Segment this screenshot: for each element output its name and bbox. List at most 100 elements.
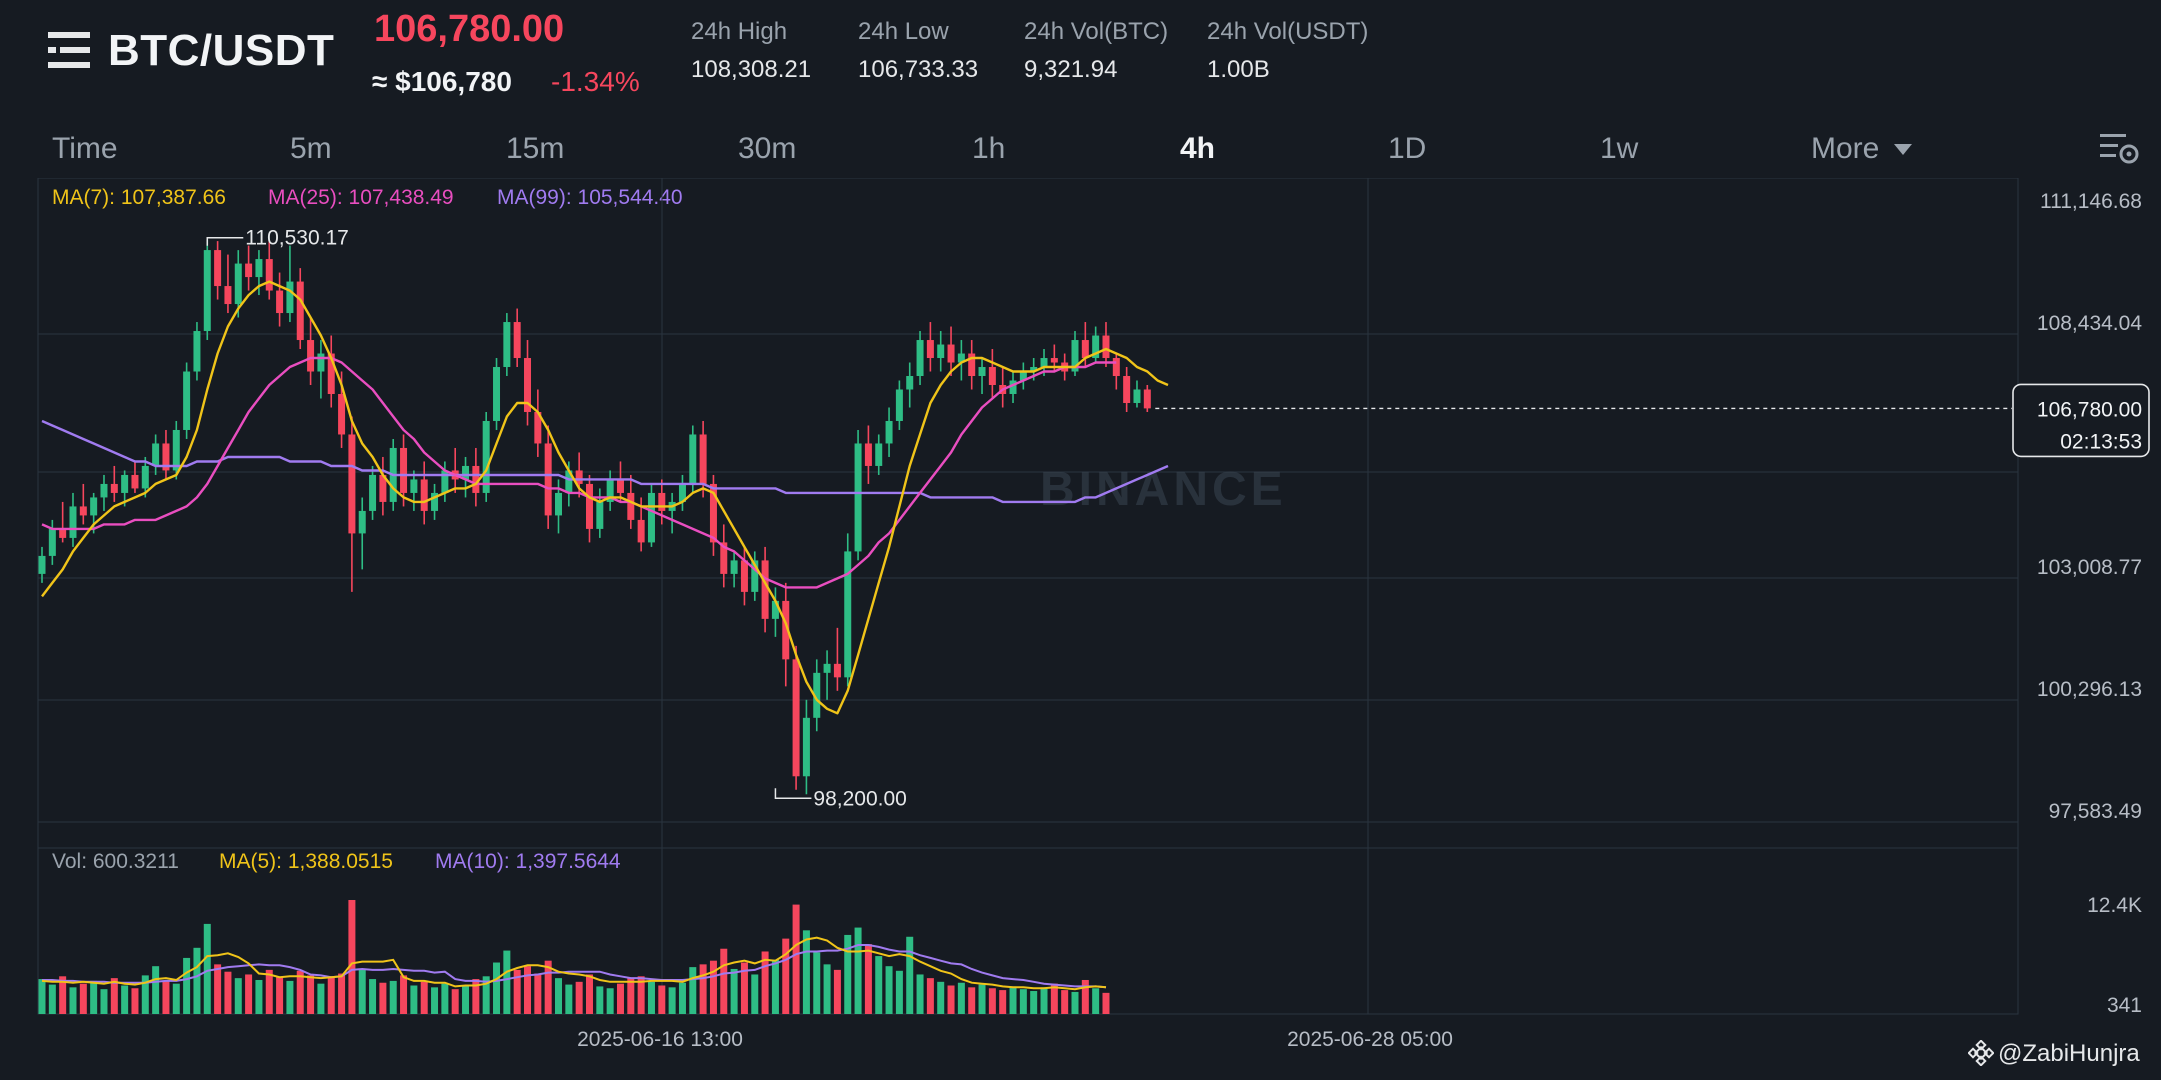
volume-bar bbox=[369, 979, 377, 1014]
candle-body bbox=[544, 443, 552, 516]
candle-body bbox=[172, 429, 180, 471]
volume-bar bbox=[616, 983, 624, 1014]
volume-bar bbox=[761, 951, 769, 1014]
volume-bar bbox=[255, 979, 263, 1014]
volume-bar bbox=[854, 927, 862, 1014]
volume-bar bbox=[327, 976, 335, 1014]
menu-icon[interactable] bbox=[48, 32, 90, 68]
pair-symbol[interactable]: BTC/USDT bbox=[108, 26, 335, 75]
ma99-legend: MA(99): 105,544.40 bbox=[497, 186, 683, 209]
stat-24h-low: 24h Low 106,733.33 bbox=[858, 18, 978, 84]
tab-1d[interactable]: 1D bbox=[1388, 132, 1427, 165]
volume-bar bbox=[462, 986, 470, 1014]
volume-bar bbox=[410, 985, 418, 1014]
volume-bar bbox=[689, 967, 697, 1014]
volume-bar bbox=[234, 978, 242, 1014]
volume-bar bbox=[400, 975, 408, 1014]
volume-bar bbox=[1030, 991, 1038, 1014]
volume-bar bbox=[79, 983, 87, 1014]
stat-24h-vol-btc: 24h Vol(BTC) 9,321.94 bbox=[1024, 18, 1168, 84]
candle-body bbox=[699, 434, 707, 484]
tab-1h[interactable]: 1h bbox=[972, 132, 1006, 165]
volume-bar bbox=[183, 957, 191, 1014]
candle-body bbox=[110, 483, 118, 493]
candle-body bbox=[1133, 389, 1141, 403]
volume-bar bbox=[348, 900, 356, 1014]
tab-4h[interactable]: 4h bbox=[1180, 132, 1216, 165]
current-price-label: 106,780.00 bbox=[2037, 398, 2142, 421]
current-price-tag bbox=[2012, 383, 2150, 458]
tab-15m[interactable]: 15m bbox=[506, 132, 565, 165]
volume-bar bbox=[864, 944, 872, 1014]
volume-bar bbox=[792, 904, 800, 1014]
candle-body bbox=[503, 322, 511, 368]
volume-bar bbox=[193, 947, 201, 1014]
candle-body bbox=[369, 474, 377, 511]
candle-body bbox=[647, 492, 655, 543]
volume-bar bbox=[110, 978, 118, 1014]
ma7-line bbox=[41, 280, 1169, 715]
time-axis-label: 2025-06-16 13:00 bbox=[577, 1028, 743, 1051]
volume-bar bbox=[926, 978, 934, 1014]
volume-bar bbox=[1050, 983, 1058, 1014]
tab-time[interactable]: Time bbox=[52, 132, 118, 165]
candle-body bbox=[203, 250, 211, 332]
candle-body bbox=[296, 281, 304, 341]
volume-bar bbox=[678, 982, 686, 1014]
volume-bar bbox=[1081, 979, 1089, 1014]
volume-bar bbox=[38, 979, 46, 1014]
volume-bar bbox=[978, 984, 986, 1014]
volume-bar bbox=[968, 987, 976, 1014]
volume-bar bbox=[627, 978, 635, 1014]
exchange-watermark: BINANCE bbox=[1040, 463, 1287, 516]
tab-1w[interactable]: 1w bbox=[1600, 132, 1639, 165]
volume-bar bbox=[833, 969, 841, 1014]
volume-bar bbox=[493, 962, 501, 1014]
candle-body bbox=[472, 465, 480, 493]
candle-body bbox=[1019, 371, 1027, 381]
binance-logo-icon bbox=[1967, 1039, 1995, 1067]
candle-body bbox=[400, 447, 408, 493]
stat-label: 24h Vol(USDT) bbox=[1207, 18, 1369, 45]
volume-bar bbox=[647, 981, 655, 1014]
tab-more[interactable]: More bbox=[1811, 132, 1912, 166]
volume-bar bbox=[1071, 991, 1079, 1014]
ticker-header: BTC/USDT 106,780.00 ≈ $106,780 -1.34% 24… bbox=[0, 0, 2161, 112]
candle-body bbox=[906, 376, 914, 390]
volume-bar bbox=[121, 985, 129, 1014]
tab-5m[interactable]: 5m bbox=[290, 132, 332, 165]
tab-30m[interactable]: 30m bbox=[738, 132, 797, 165]
volume-bar bbox=[131, 988, 139, 1014]
chart-settings-icon[interactable] bbox=[2100, 132, 2140, 166]
volume-bar bbox=[379, 982, 387, 1014]
candle-body bbox=[276, 290, 284, 314]
volume-bar bbox=[1019, 989, 1027, 1014]
volume-bar bbox=[162, 980, 170, 1014]
price-chart[interactable]: BINANCE 111,146.68 108,434.04 103,008.77 10… bbox=[0, 178, 2161, 1080]
candle-body bbox=[327, 353, 335, 394]
candle-body bbox=[69, 506, 77, 538]
volume-bar bbox=[1040, 987, 1048, 1014]
candle-body bbox=[740, 560, 748, 592]
volume-bar bbox=[875, 956, 883, 1014]
candle-body bbox=[79, 506, 87, 516]
volume-bar bbox=[555, 978, 562, 1014]
candle-body bbox=[1071, 340, 1079, 372]
stat-value: 9,321.94 bbox=[1024, 56, 1118, 83]
candle-body bbox=[1102, 335, 1110, 359]
candle-body bbox=[844, 551, 852, 678]
volume-bar bbox=[947, 985, 955, 1014]
volume-bar bbox=[751, 974, 759, 1014]
candle-body bbox=[761, 560, 769, 619]
price-axis-label: 111,146.68 bbox=[2040, 190, 2142, 213]
low-marker-line bbox=[774, 788, 812, 800]
volume-bar bbox=[451, 989, 459, 1014]
volume-bar bbox=[224, 971, 232, 1014]
stat-label: 24h Low bbox=[858, 18, 949, 45]
candle-body bbox=[751, 560, 759, 592]
candle-body bbox=[937, 344, 945, 359]
candle-body bbox=[792, 659, 800, 777]
volume-bar bbox=[90, 980, 98, 1014]
volume-bar bbox=[534, 973, 542, 1014]
volume-bar bbox=[957, 982, 965, 1014]
